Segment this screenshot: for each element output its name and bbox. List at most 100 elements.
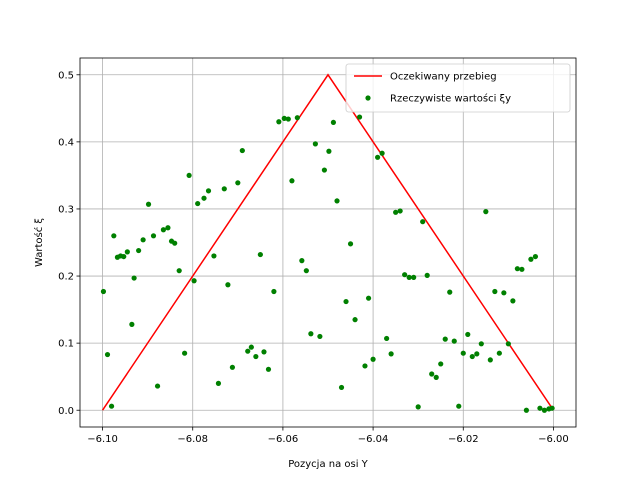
data-point (496, 350, 502, 356)
data-point (281, 115, 287, 121)
x-tick-label: −6.10 (87, 434, 118, 445)
data-point (100, 288, 107, 295)
data-point (271, 288, 277, 295)
data-point (191, 278, 197, 284)
data-point (317, 333, 323, 340)
data-point (195, 200, 201, 207)
data-point (129, 321, 135, 327)
x-tick-label: −6.06 (268, 434, 299, 445)
data-point (186, 172, 192, 179)
data-point (131, 275, 137, 281)
data-point (253, 353, 259, 360)
data-point (460, 350, 466, 356)
data-point (532, 253, 539, 260)
data-point (299, 258, 305, 264)
data-point (397, 208, 403, 214)
data-point (510, 298, 516, 304)
data-point (456, 403, 462, 409)
data-point (370, 356, 376, 362)
data-point (388, 351, 394, 357)
data-point (321, 167, 327, 173)
data-point (492, 288, 498, 295)
ticks: −6.10 −6.08 −6.06 −6.04 −6.02 −6.00 0.0 0.1 0.2 0… (58, 70, 569, 445)
data-point (229, 364, 236, 370)
data-point (245, 348, 251, 354)
data-point (108, 403, 115, 409)
data-point (140, 237, 146, 243)
data-point (549, 405, 555, 411)
data-point (474, 351, 480, 357)
data-point (111, 233, 117, 239)
data-point (294, 115, 300, 121)
data-point (276, 119, 282, 125)
data-point (429, 371, 435, 377)
data-point (239, 147, 245, 154)
data-point (523, 407, 530, 413)
data-point (124, 249, 130, 255)
data-point (182, 350, 188, 356)
legend-box (345, 63, 571, 113)
data-point (104, 351, 111, 358)
data-point (438, 361, 444, 367)
data-point (289, 178, 295, 184)
y-tick-label: 0.3 (58, 205, 74, 216)
data-point (384, 335, 390, 342)
data-point (402, 272, 408, 278)
data-point (261, 349, 267, 355)
expected-line (101, 73, 555, 411)
data-point (483, 209, 489, 215)
legend-label-actual: Rzeczywiste wartości ξy (390, 93, 511, 105)
data-point (330, 119, 337, 126)
data-point (121, 253, 127, 260)
data-point (393, 209, 399, 215)
data-point (465, 331, 471, 338)
data-point (326, 148, 332, 154)
data-point (215, 380, 222, 386)
data-point (352, 317, 358, 323)
data-point (338, 384, 345, 391)
data-point (154, 383, 161, 389)
data-point (375, 154, 381, 160)
data-point (201, 195, 207, 201)
data-point (519, 266, 525, 272)
data-point (501, 290, 507, 296)
data-point (265, 366, 272, 372)
data-point (205, 188, 212, 194)
data-point (362, 363, 368, 369)
data-point (343, 298, 349, 305)
data-point (312, 141, 318, 147)
data-point (165, 225, 171, 231)
data-point (537, 405, 543, 411)
data-point (356, 114, 363, 120)
data-point (172, 240, 178, 246)
data-point (257, 251, 263, 258)
data-point (505, 341, 511, 347)
data-point (248, 344, 254, 350)
data-point (211, 253, 217, 259)
data-point (442, 336, 448, 342)
y-tick-label: 0.4 (58, 137, 74, 148)
data-point (487, 357, 493, 363)
data-point (225, 282, 231, 288)
data-point (451, 338, 457, 344)
data-point (285, 116, 291, 122)
data-point (433, 374, 439, 380)
data-point (469, 353, 475, 360)
data-point (514, 266, 520, 272)
y-tick-label: 0.0 (58, 406, 74, 417)
data-point (541, 407, 548, 413)
data-point (411, 274, 417, 280)
data-point (347, 241, 354, 247)
x-tick-label: −6.08 (177, 434, 208, 445)
data-point (160, 227, 167, 233)
data-point (221, 186, 227, 192)
legend-dot-swatch (365, 95, 371, 101)
data-point (365, 295, 372, 301)
legend: Oczekiwany przebieg Rzeczywiste wartości … (345, 63, 571, 113)
data-point (424, 272, 430, 278)
legend-label-expected: Oczekiwany przebieg (390, 72, 497, 83)
data-point (136, 247, 142, 254)
data-point (235, 180, 241, 186)
x-tick-label: −6.00 (538, 434, 569, 445)
